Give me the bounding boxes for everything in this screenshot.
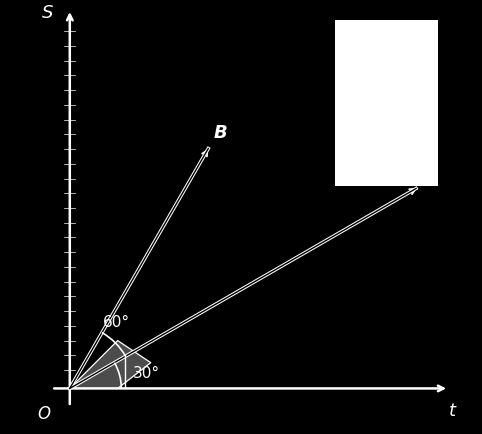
Text: t: t [449, 401, 456, 420]
Text: B: B [214, 125, 227, 142]
Text: O: O [38, 405, 51, 423]
Text: S: S [42, 4, 54, 22]
Polygon shape [70, 341, 151, 388]
Text: 30°: 30° [133, 366, 160, 381]
Bar [335, 20, 438, 186]
Text: 60°: 60° [103, 315, 130, 329]
Text: A: A [423, 165, 437, 183]
